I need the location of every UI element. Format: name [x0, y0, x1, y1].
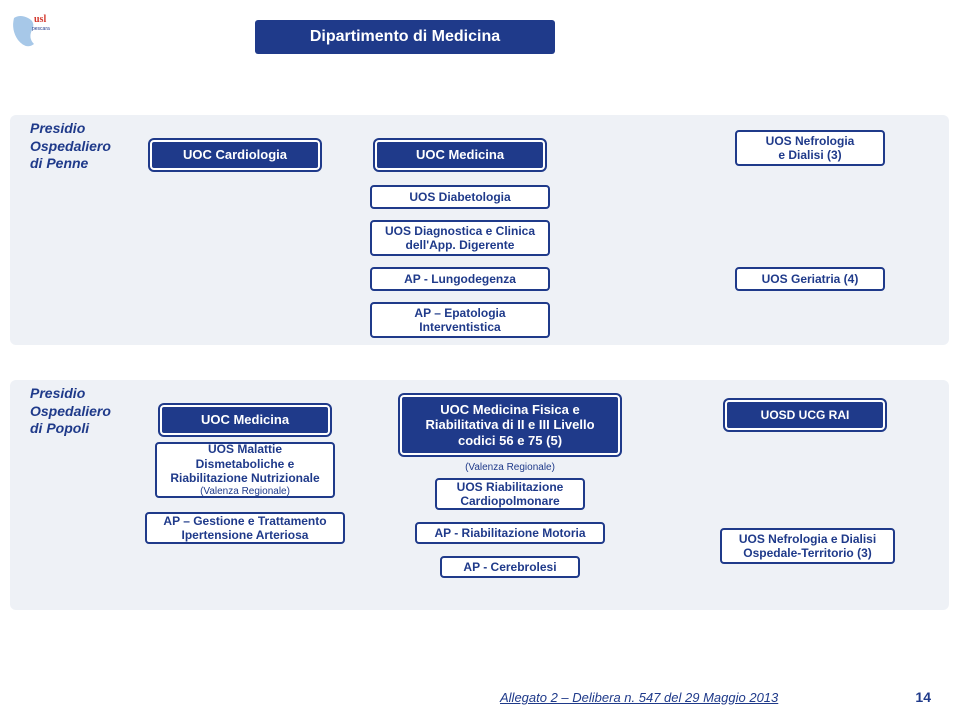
footer-page-number: 14	[915, 689, 931, 705]
uoc-medicina-fisica: UOC Medicina Fisica e Riabilitativa di I…	[400, 395, 620, 455]
uoc-medicina-popoli: UOC Medicina	[160, 405, 330, 435]
uos-malattie-l4: (Valenza Regionale)	[200, 486, 290, 498]
uos-diagnostica-clinica: UOS Diagnostica e Clinica dell'App. Dige…	[370, 220, 550, 256]
uos-malattie-l1: UOS Malattie	[208, 442, 282, 456]
uoc-fisica-l3: codici 56 e 75 (5)	[458, 433, 562, 449]
footer-allegato: Allegato 2 – Delibera n. 547 del 29 Magg…	[500, 690, 778, 705]
uoc-fisica-l2: Riabilitativa di II e III Livello	[425, 417, 594, 433]
valenza-regionale-note: (Valenza Regionale)	[445, 460, 575, 476]
ap-lungodegenza: AP - Lungodegenza	[370, 267, 550, 291]
uosd-ucg-rai: UOSD UCG RAI	[725, 400, 885, 430]
uos-riabilitazione-cardiopolmonare: UOS Riabilitazione Cardiopolmonare	[435, 478, 585, 510]
ap-cerebrolesi: AP - Cerebrolesi	[440, 556, 580, 578]
uoc-fisica-l1: UOC Medicina Fisica e	[440, 402, 579, 418]
uoc-medicina-penne: UOC Medicina	[375, 140, 545, 170]
uos-malattie-l2: Dismetaboliche e	[196, 457, 295, 471]
ap-gestione-ipertensione: AP – Gestione e Trattamento Ipertensione…	[145, 512, 345, 544]
presidio-penne-label: Presidio Ospedaliero di Penne	[30, 120, 140, 173]
ap-riabilitazione-motoria: AP - Riabilitazione Motoria	[415, 522, 605, 544]
uos-malattie-dismetaboliche: UOS Malattie Dismetaboliche e Riabilitaz…	[155, 442, 335, 498]
svg-text:usl: usl	[34, 14, 46, 25]
uoc-cardiologia: UOC Cardiologia	[150, 140, 320, 170]
uos-diabetologia: UOS Diabetologia	[370, 185, 550, 209]
logo: usl pescara	[8, 8, 54, 54]
ap-epatologia: AP – Epatologia Interventistica	[370, 302, 550, 338]
presidio-popoli-label: Presidio Ospedaliero di Popoli	[30, 385, 140, 438]
uos-nefrologia-dialisi: UOS Nefrologia e Dialisi (3)	[735, 130, 885, 166]
uos-geriatria: UOS Geriatria (4)	[735, 267, 885, 291]
uos-malattie-l3: Riabilitazione Nutrizionale	[170, 471, 319, 485]
svg-text:pescara: pescara	[32, 26, 50, 32]
uos-nefrologia-dialisi-territorio: UOS Nefrologia e Dialisi Ospedale-Territ…	[720, 528, 895, 564]
page-title: Dipartimento di Medicina	[255, 20, 555, 54]
